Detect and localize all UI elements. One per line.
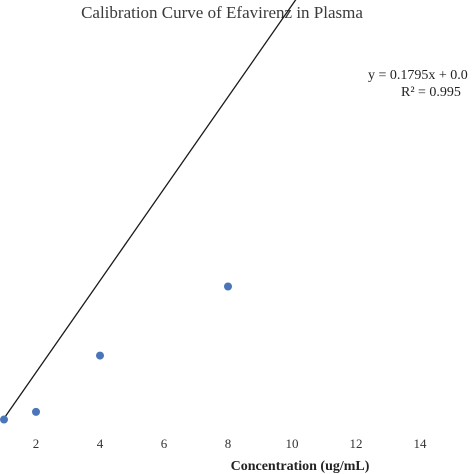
data-point (224, 282, 232, 291)
x-tick-label: 4 (97, 436, 104, 451)
r-squared-value: R² = 0.995 (401, 85, 461, 100)
x-tick-label: 8 (225, 436, 232, 451)
chart-title: Calibration Curve of Efavirenz in Plasma (81, 3, 363, 22)
plot-area (0, 0, 297, 424)
x-tick-label: 6 (161, 436, 168, 451)
x-tick-label: 12 (350, 436, 363, 451)
data-point (0, 415, 8, 424)
trendline-equation: y = 0.1795x + 0.0 (368, 68, 468, 83)
data-point (96, 351, 104, 360)
x-tick-label: 14 (414, 436, 428, 451)
x-axis-ticks: 2 4 6 8 10 12 14 (33, 436, 427, 451)
data-point (32, 407, 40, 416)
x-tick-label: 10 (286, 436, 299, 451)
trendline (3, 0, 297, 419)
x-axis-title: Concentration (ug/mL) (231, 459, 370, 474)
x-tick-label: 2 (33, 436, 40, 451)
